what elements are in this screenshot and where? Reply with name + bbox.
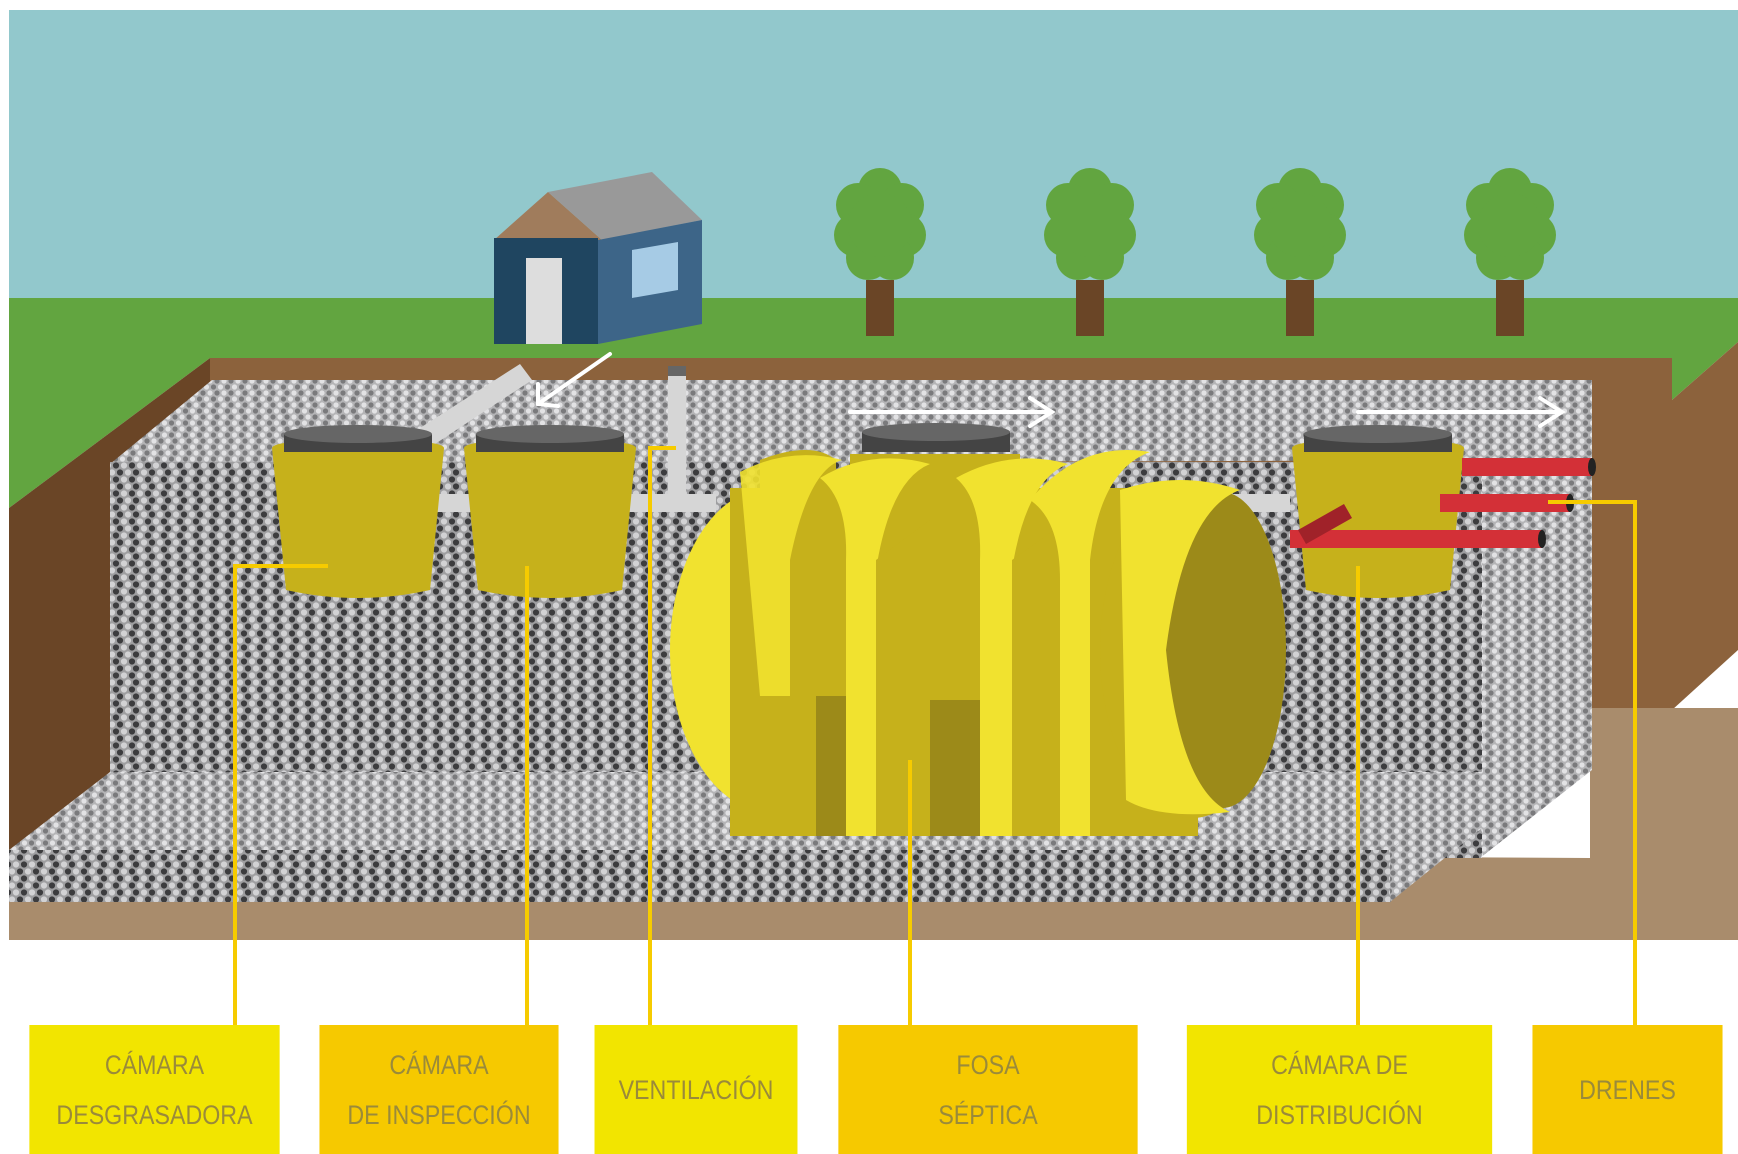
- label-line: DE INSPECCIÓN: [347, 1099, 531, 1130]
- legend-bar: CÁMARA DESGRASADORA CÁMARA DE INSPECCIÓN V…: [9, 1025, 1738, 1154]
- soil-right-face: [1672, 342, 1738, 710]
- label-drenes: DRENES: [1532, 1025, 1723, 1154]
- leader-camara-desgrasadora: [233, 564, 328, 1025]
- flow-arrow-icon: [536, 352, 612, 408]
- label-line: SÉPTICA: [938, 1099, 1038, 1130]
- vent-pipe: [668, 366, 686, 504]
- flow-arrow-icon: [1356, 396, 1566, 428]
- grass: [9, 298, 1738, 508]
- inlet-pipe: [420, 364, 532, 446]
- distribution-chamber: [1292, 425, 1464, 598]
- label-line: FOSA: [956, 1049, 1020, 1080]
- label-line: CÁMARA DE: [1271, 1049, 1408, 1080]
- inspection-chamber: [464, 425, 636, 598]
- septic-tank: [670, 423, 1286, 836]
- label-fosa-septica: FOSA SÉPTICA: [838, 1025, 1138, 1154]
- label-camara-desgrasadora: CÁMARA DESGRASADORA: [29, 1025, 280, 1154]
- grease-chamber: [272, 425, 444, 598]
- house-icon: [494, 172, 702, 344]
- label-line: DESGRASADORA: [56, 1099, 253, 1130]
- label-line: CÁMARA: [389, 1049, 489, 1080]
- label-camara-inspeccion: CÁMARA DE INSPECCIÓN: [319, 1025, 559, 1154]
- leader-lines: [233, 446, 1637, 1025]
- leader-drenes: [1548, 500, 1637, 1025]
- drain-pipes: [1290, 458, 1596, 548]
- gravel-right-face: [1480, 380, 1592, 858]
- pipe-connector: [606, 494, 716, 512]
- label-ventilacion: VENTILACIÓN: [594, 1025, 798, 1154]
- tree-icon: [1044, 168, 1136, 336]
- label-line: CÁMARA: [104, 1049, 205, 1080]
- tree-icon: [1464, 168, 1556, 336]
- label-camara-distribucion: CÁMARA DE DISTRIBUCIÓN: [1186, 1025, 1493, 1154]
- gravel-base-front: [9, 850, 1391, 902]
- gravel-base-right: [1390, 772, 1482, 902]
- flow-arrow-icon: [848, 396, 1056, 428]
- leader-ventilacion: [648, 446, 676, 1025]
- label-line: DISTRIBUCIÓN: [1256, 1099, 1423, 1130]
- label-line: VENTILACIÓN: [618, 1074, 774, 1105]
- tree-icon: [1254, 168, 1346, 336]
- tree-icon: [834, 168, 926, 336]
- label-line: DRENES: [1579, 1074, 1676, 1105]
